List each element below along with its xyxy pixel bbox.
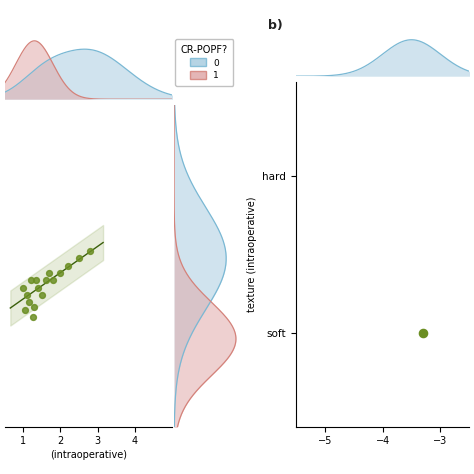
Point (75, 255, 83, 262)
Y-axis label: texture (intraoperative): texture (intraoperative) (247, 197, 257, 312)
Point (33, 277, 40, 284)
Point (419, 329, 427, 337)
Point (34, 284, 42, 292)
Point (56, 269, 64, 277)
Point (42, 277, 49, 284)
Point (31, 303, 38, 310)
Point (64, 262, 72, 270)
Text: b): b) (268, 19, 283, 32)
Point (23, 291, 31, 299)
Point (25, 299, 33, 306)
Point (38, 291, 46, 299)
Legend: 0, 1: 0, 1 (175, 39, 233, 86)
X-axis label: (intraoperative): (intraoperative) (50, 450, 127, 460)
Point (86, 247, 94, 255)
Point (21, 306, 29, 313)
Point (49, 277, 57, 284)
Point (46, 269, 53, 277)
Point (27, 277, 35, 284)
Point (29, 313, 36, 321)
Point (19, 284, 27, 292)
